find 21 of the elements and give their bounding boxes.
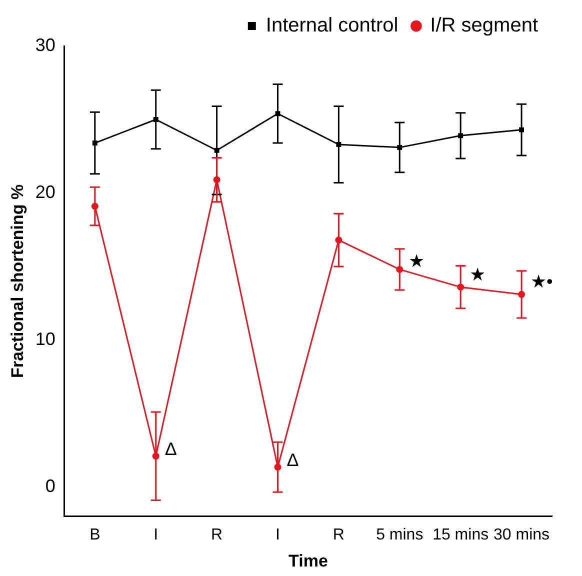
y-tick-label: 10 [35,328,56,349]
legend-label: I/R segment [430,14,538,37]
x-tick-label: 15 mins [432,526,489,544]
y-axis-title: Fractional shortening % [8,184,27,378]
annotation: Δ [286,450,299,470]
x-tick-label: R [332,526,344,544]
y-tick-label: 20 [35,182,56,202]
x-tick-label: 5 mins [376,526,424,544]
annotation: Δ [164,439,177,460]
y-tick-label: 30 [35,34,56,55]
annotation: ★ [470,264,486,284]
legend-label: Internal control [266,14,398,37]
x-tick-label: 30 mins [494,526,550,544]
x-tick-label: B [90,526,100,544]
x-tick-label: I [276,526,280,544]
annotation: ★• [530,272,553,292]
y-tick-label: 0 [45,476,56,496]
x-axis-title: Time [288,551,328,570]
annotation: ★ [408,251,425,272]
x-tick-label: R [211,526,223,544]
x-tick-label: I [154,526,158,544]
